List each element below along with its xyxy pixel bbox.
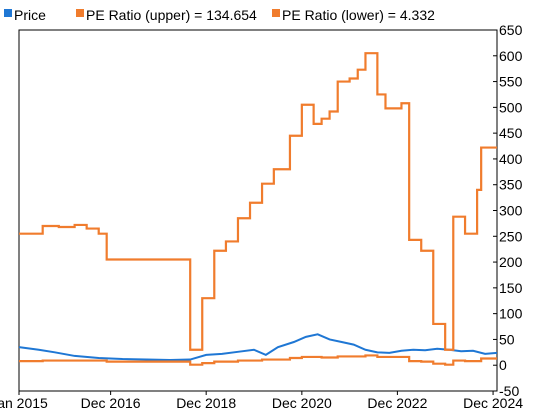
series-layer <box>18 52 498 366</box>
x-tick-label: Jan 2015 <box>0 395 48 411</box>
series-line-price-0 <box>18 333 498 362</box>
series-line-pe-1 <box>19 52 497 351</box>
y-axis: -50 0 50 100 150 200 250 300 350 400 450 500 550 600 6… <box>493 22 523 399</box>
y-tick-label: 150 <box>499 280 523 296</box>
y-tick-label: 300 <box>499 203 523 219</box>
y-tick-label: 200 <box>499 254 523 270</box>
x-axis: Jan 2015 Dec 2016 Dec 2018 Dec 2020 Dec 2022… <box>0 391 523 411</box>
y-tick-label: -50 <box>499 383 519 399</box>
y-tick-label: 600 <box>499 48 523 64</box>
y-tick-label: 400 <box>499 151 523 167</box>
legend-label-pe-lower: PE Ratio (lower) = 4.332 <box>282 7 435 23</box>
legend-label-price: Price <box>14 7 46 23</box>
legend-swatch-pe-lower <box>272 9 280 17</box>
x-tick-label: Dec 2020 <box>272 395 332 411</box>
legend: Price PE Ratio (upper) = 134.654 PE Rati… <box>4 7 435 23</box>
x-tick-label: Dec 2016 <box>81 395 141 411</box>
x-tick-label: Dec 2018 <box>176 395 236 411</box>
y-tick-label: 350 <box>499 177 523 193</box>
series-line-pe-2 <box>19 354 497 366</box>
y-tick-label: 250 <box>499 228 523 244</box>
y-tick-label: 100 <box>499 306 523 322</box>
y-tick-label: 550 <box>499 74 523 90</box>
y-tick-label: 0 <box>499 357 507 373</box>
y-tick-label: 450 <box>499 125 523 141</box>
y-tick-label: 500 <box>499 99 523 115</box>
y-tick-label: 50 <box>499 331 515 347</box>
plot-frame <box>18 29 498 392</box>
legend-swatch-price <box>4 9 12 17</box>
x-tick-label: Dec 2022 <box>367 395 427 411</box>
legend-swatch-pe-upper <box>76 9 84 17</box>
x-tick-label: Dec 2024 <box>463 395 523 411</box>
legend-label-pe-upper: PE Ratio (upper) = 134.654 <box>86 7 257 23</box>
y-tick-label: 650 <box>499 22 523 38</box>
